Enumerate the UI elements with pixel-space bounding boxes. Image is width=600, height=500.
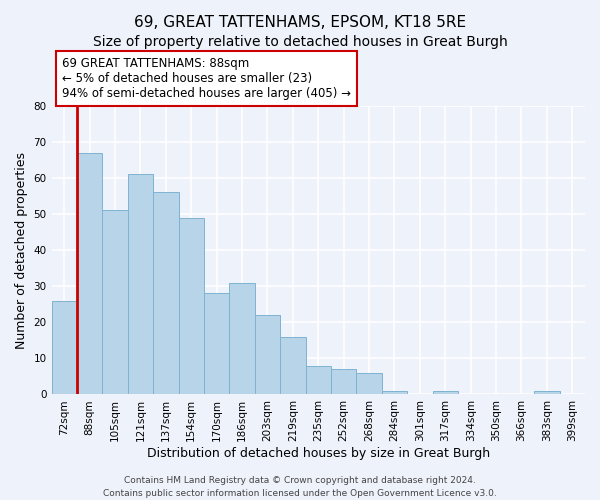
Bar: [356, 373, 382, 394]
Bar: [103, 210, 128, 394]
Bar: [255, 315, 280, 394]
Text: 69, GREAT TATTENHAMS, EPSOM, KT18 5RE: 69, GREAT TATTENHAMS, EPSOM, KT18 5RE: [134, 15, 466, 30]
Bar: [280, 336, 305, 394]
Bar: [179, 218, 204, 394]
Bar: [331, 369, 356, 394]
Bar: [204, 294, 229, 394]
Bar: [534, 391, 560, 394]
Bar: [433, 391, 458, 394]
X-axis label: Distribution of detached houses by size in Great Burgh: Distribution of detached houses by size …: [147, 447, 490, 460]
Text: Contains HM Land Registry data © Crown copyright and database right 2024.
Contai: Contains HM Land Registry data © Crown c…: [103, 476, 497, 498]
Bar: [305, 366, 331, 394]
Bar: [128, 174, 153, 394]
Y-axis label: Number of detached properties: Number of detached properties: [15, 152, 28, 348]
Bar: [153, 192, 179, 394]
Bar: [382, 391, 407, 394]
Bar: [77, 152, 103, 394]
Bar: [229, 282, 255, 395]
Text: 69 GREAT TATTENHAMS: 88sqm
← 5% of detached houses are smaller (23)
94% of semi-: 69 GREAT TATTENHAMS: 88sqm ← 5% of detac…: [62, 57, 351, 100]
Bar: [52, 300, 77, 394]
Text: Size of property relative to detached houses in Great Burgh: Size of property relative to detached ho…: [92, 35, 508, 49]
